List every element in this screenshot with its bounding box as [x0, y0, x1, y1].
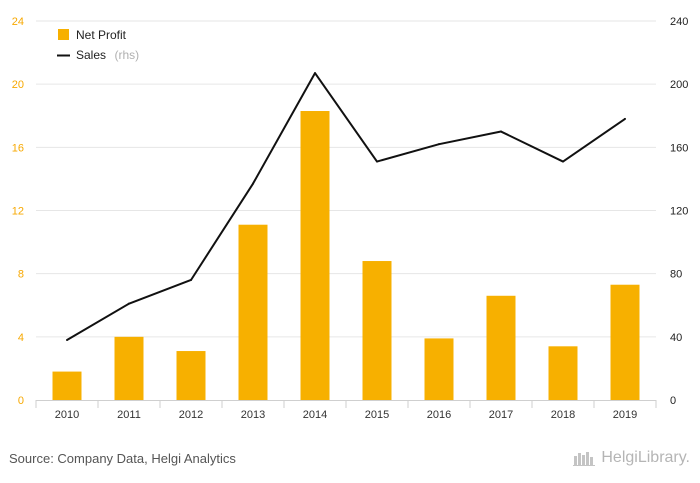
- sales-point: [438, 143, 440, 146]
- sales-point: [624, 117, 626, 120]
- sales-point: [66, 338, 68, 341]
- right-tick-label: 240: [670, 16, 688, 28]
- left-tick-label: 4: [18, 332, 24, 344]
- bar: [548, 346, 578, 400]
- legend-sales-label: Sales (rhs): [76, 46, 139, 63]
- bar: [176, 351, 206, 400]
- sales-point: [314, 72, 316, 75]
- left-tick-label: 16: [12, 142, 24, 154]
- x-tick-label: 2017: [489, 409, 513, 421]
- net-profit-bars: [52, 111, 640, 400]
- sales-point: [252, 182, 254, 185]
- x-tick-label: 2010: [55, 409, 79, 421]
- right-tick-label: 200: [670, 79, 688, 91]
- right-axis: 0 40 80 120 160 200 240: [670, 16, 688, 407]
- x-tick-label: 2018: [551, 409, 575, 421]
- bar: [362, 261, 392, 400]
- bar: [52, 371, 82, 400]
- right-tick-label: 160: [670, 142, 688, 154]
- bar: [486, 295, 516, 400]
- bar: [238, 224, 268, 400]
- left-tick-label: 20: [12, 79, 24, 91]
- bar: [610, 284, 640, 400]
- legend-sales-suffix: (rhs): [114, 48, 139, 62]
- bar: [300, 111, 330, 400]
- x-axis: 2010 2011 2012 2013 2014 2015 2016 2017 2018 2019: [35, 400, 657, 421]
- right-tick-label: 80: [670, 269, 682, 281]
- left-axis: 0 4 8 12 16 20 24: [12, 16, 24, 407]
- sales-point: [500, 130, 502, 133]
- left-tick-label: 8: [18, 269, 24, 281]
- x-tick-label: 2015: [365, 409, 389, 421]
- x-tick-label: 2016: [427, 409, 451, 421]
- legend: Net Profit Sales (rhs): [57, 28, 139, 63]
- left-tick-label: 0: [18, 395, 24, 407]
- x-tick-label: 2019: [613, 409, 637, 421]
- sales-point: [562, 160, 564, 163]
- brand-logo: HelgiLibrary.: [573, 449, 690, 467]
- x-tick-label: 2013: [241, 409, 265, 421]
- x-tick-label: 2011: [117, 409, 141, 421]
- legend-net-profit-swatch: [58, 29, 69, 40]
- sales-point: [376, 160, 378, 163]
- grid-lines: [36, 20, 656, 338]
- legend-net-profit-label: Net Profit: [76, 28, 127, 42]
- right-tick-label: 120: [670, 206, 688, 218]
- legend-sales-name: Sales: [76, 48, 106, 62]
- sales-line: [66, 72, 626, 341]
- left-tick-label: 24: [12, 16, 24, 28]
- sales-point: [190, 278, 192, 281]
- bar: [424, 338, 454, 400]
- sales-line-series: [66, 72, 626, 341]
- right-tick-label: 0: [670, 395, 676, 407]
- right-tick-label: 40: [670, 332, 682, 344]
- helgi-library-icon: [573, 452, 596, 466]
- sales-point: [128, 302, 130, 305]
- x-tick-label: 2012: [179, 409, 203, 421]
- brand-name: HelgiLibrary.: [601, 449, 690, 466]
- bar: [114, 336, 144, 400]
- source-note: Source: Company Data, Helgi Analytics: [9, 451, 236, 466]
- left-tick-label: 12: [12, 206, 24, 218]
- x-tick-label: 2014: [303, 409, 327, 421]
